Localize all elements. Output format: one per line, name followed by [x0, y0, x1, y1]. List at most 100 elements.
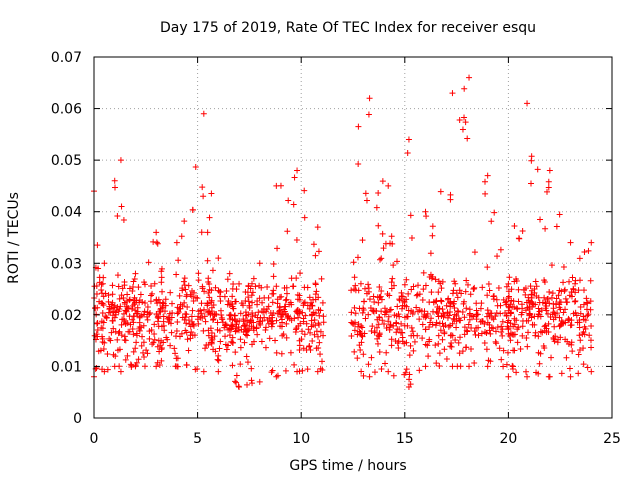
data-point: [407, 342, 414, 349]
data-point: [492, 328, 499, 335]
data-point: [158, 357, 165, 364]
data-point: [129, 302, 136, 309]
data-point: [216, 288, 223, 295]
data-point: [269, 290, 276, 297]
data-point: [164, 336, 171, 343]
data-point: [205, 332, 212, 339]
data-point: [588, 239, 595, 246]
data-point: [241, 323, 248, 330]
data-point: [584, 312, 591, 319]
data-point: [124, 291, 131, 298]
data-point: [405, 136, 412, 143]
data-point: [119, 316, 126, 323]
data-point: [108, 329, 115, 336]
data-point: [279, 332, 286, 339]
data-point: [185, 317, 192, 324]
data-point: [461, 314, 468, 321]
data-point: [132, 307, 139, 314]
data-point: [249, 309, 256, 316]
data-point: [365, 361, 372, 368]
data-point: [481, 178, 488, 185]
data-point: [471, 360, 478, 367]
data-point: [373, 204, 380, 211]
data-point: [565, 341, 572, 348]
data-point: [247, 318, 254, 325]
data-point: [560, 320, 567, 327]
data-point: [218, 311, 225, 318]
data-point: [357, 329, 364, 336]
data-point: [409, 328, 416, 335]
data-point: [570, 310, 577, 317]
data-point: [233, 318, 240, 325]
data-point: [548, 294, 555, 301]
data-point: [477, 305, 484, 312]
data-point: [528, 294, 535, 301]
data-point: [155, 315, 162, 322]
data-point: [548, 354, 555, 361]
x-tick-labels: 0 5 10 15 20 25: [90, 431, 621, 447]
data-point: [229, 301, 236, 308]
data-point: [358, 368, 365, 375]
data-point: [492, 338, 499, 345]
data-point: [390, 322, 397, 329]
data-point: [236, 280, 243, 287]
data-point: [394, 326, 401, 333]
data-point: [233, 327, 240, 334]
data-point: [506, 293, 513, 300]
data-point: [495, 285, 502, 292]
x-tick-label: 25: [603, 431, 621, 447]
data-point: [189, 307, 196, 314]
data-point: [450, 315, 457, 322]
y-tick-label: 0.05: [51, 153, 82, 169]
data-point: [270, 260, 277, 267]
data-point: [519, 318, 526, 325]
data-point: [140, 339, 147, 346]
data-point: [151, 321, 158, 328]
data-point: [416, 291, 423, 298]
data-point: [192, 366, 199, 373]
data-point: [575, 351, 582, 358]
data-point: [206, 308, 213, 315]
data-point: [502, 299, 509, 306]
data-point: [505, 303, 512, 310]
data-point: [354, 331, 361, 338]
data-point: [262, 324, 269, 331]
data-point: [154, 318, 161, 325]
data-point: [473, 325, 480, 332]
data-point: [129, 306, 136, 313]
data-point: [288, 317, 295, 324]
data-point: [410, 332, 417, 339]
data-point: [379, 178, 386, 185]
data-point: [269, 299, 276, 306]
data-point: [549, 290, 556, 297]
data-point: [483, 329, 490, 336]
data-point: [383, 325, 390, 332]
data-point: [172, 350, 179, 357]
data-point: [175, 257, 182, 264]
data-point: [542, 225, 549, 232]
data-point: [463, 344, 470, 351]
data-point: [428, 289, 435, 296]
data-point: [207, 325, 214, 332]
data-point: [215, 255, 222, 262]
data-point: [287, 349, 294, 356]
data-point: [282, 367, 289, 374]
data-point: [236, 384, 243, 391]
data-point: [548, 262, 555, 269]
data-point: [505, 280, 512, 287]
data-point: [576, 255, 583, 262]
data-point: [208, 308, 215, 315]
data-point: [303, 320, 310, 327]
data-point: [155, 323, 162, 330]
data-point: [575, 370, 582, 377]
data-point: [306, 305, 313, 312]
data-point: [120, 310, 127, 317]
data-point: [358, 339, 365, 346]
data-point: [281, 308, 288, 315]
data-point: [316, 339, 323, 346]
data-point: [368, 354, 375, 361]
data-point: [214, 356, 221, 363]
data-point: [177, 301, 184, 308]
data-point: [153, 363, 160, 370]
data-point: [508, 297, 515, 304]
